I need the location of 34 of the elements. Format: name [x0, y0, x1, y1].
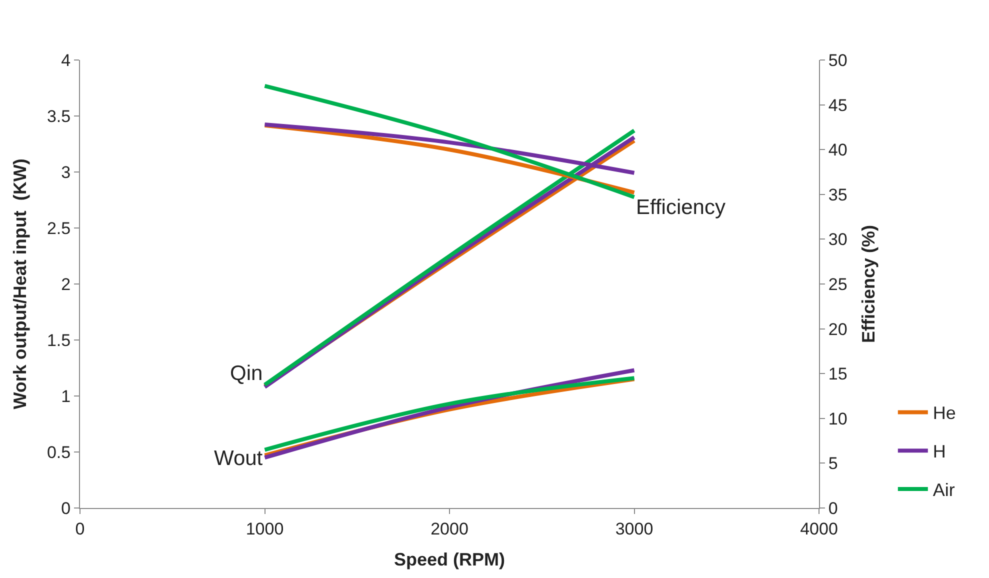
y2-tick-label: 45 [828, 96, 848, 115]
x-tick-label: 4000 [800, 519, 838, 538]
y2-tick-label: 20 [828, 320, 848, 339]
x-axis-title: Speed (RPM) [394, 550, 506, 570]
y-tick-label: 1 [61, 386, 71, 406]
annotation: Qin [230, 362, 263, 385]
x-tick-label: 3000 [615, 519, 654, 538]
legend-label: H [932, 442, 946, 462]
legend-label: He [932, 403, 956, 424]
y-tick-label: 0.5 [46, 442, 71, 462]
y-tick-label: 3.5 [46, 106, 71, 126]
y2-tick-label: 50 [828, 50, 848, 70]
y-tick-label: 2 [61, 274, 71, 294]
y2-tick-label: 10 [828, 409, 848, 428]
y-tick-label: 0 [61, 498, 71, 518]
y-tick-label: 1.5 [46, 330, 71, 350]
y2-tick-label: 0 [828, 498, 838, 518]
x-tick-label: 2000 [430, 519, 468, 538]
y2-tick-label: 25 [828, 274, 848, 294]
y2-tick-label: 15 [828, 364, 848, 384]
y-tick-label: 4 [61, 50, 71, 70]
x-tick-label: 0 [75, 519, 85, 538]
y-axis-title: Work output/Heat input (KW) [10, 158, 30, 410]
legend-label: Air [932, 480, 955, 500]
y2-tick-label: 30 [828, 230, 848, 250]
y2-axis-title: Efficiency (%) [858, 224, 878, 344]
annotation: Wout [214, 447, 263, 470]
y-tick-label: 2.5 [46, 218, 71, 238]
x-tick-label: 1000 [246, 519, 284, 538]
annotation: Efficiency [636, 196, 726, 219]
y2-tick-label: 5 [828, 454, 838, 474]
y2-tick-label: 35 [828, 185, 848, 204]
y2-tick-label: 40 [828, 140, 848, 160]
y-tick-label: 3 [61, 162, 71, 182]
